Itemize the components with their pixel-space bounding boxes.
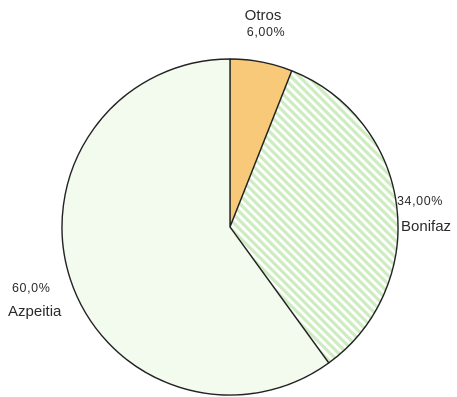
- slice-value-bonifaz: 34,00%: [397, 194, 443, 208]
- slice-label-azpeitia: 60,0% Azpeitia: [8, 281, 62, 320]
- slice-name-azpeitia: Azpeitia: [8, 303, 62, 320]
- pie-slices: [61, 58, 399, 396]
- pie-slice-bonifaz: [229, 70, 399, 364]
- slice-value-otros: 6,00%: [247, 25, 285, 39]
- slice-name-bonifaz: Bonifaz: [401, 218, 451, 235]
- pie-slice-azpeitia: [61, 58, 330, 396]
- slice-value-azpeitia: 60,0%: [12, 281, 50, 295]
- slice-label-bonifaz: 34,00% Bonifaz: [397, 194, 451, 235]
- slice-label-otros: Otros 6,00%: [245, 7, 285, 39]
- slice-name-otros: Otros: [245, 7, 282, 24]
